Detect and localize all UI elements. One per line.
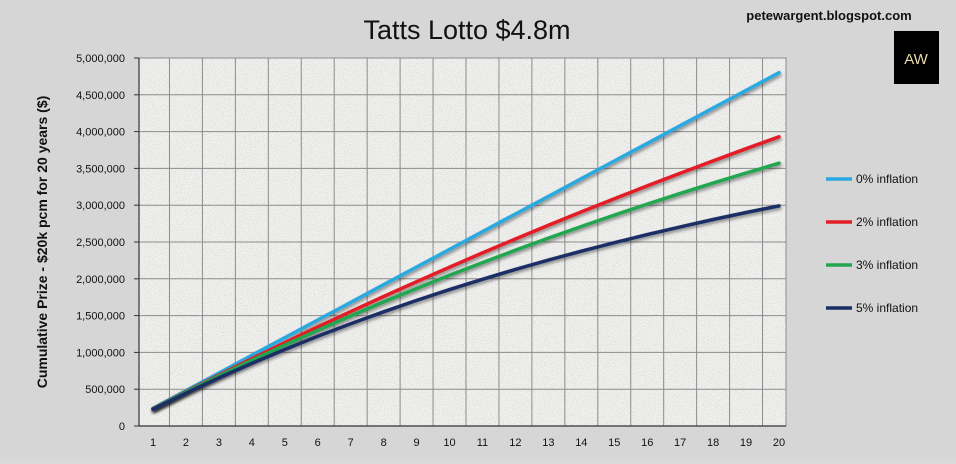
x-tick-label: 2 [183,437,189,449]
x-tick-label: 12 [509,437,521,449]
x-tick-label: 13 [542,437,554,449]
x-tick-label: 19 [740,437,752,449]
series-line [151,161,781,411]
y-tick-label: 500,000 [85,384,125,396]
x-tick-label: 3 [216,437,222,449]
x-tick-label: 1 [150,437,156,449]
y-tick-label: 3,000,000 [76,200,125,212]
x-tick-label: 5 [282,437,288,449]
x-tick-label: 17 [674,437,686,449]
x-tick-label: 4 [249,437,255,449]
logo: AW [894,31,939,84]
x-tick-label: 16 [641,437,653,449]
y-tick-label: 4,000,000 [76,127,125,139]
y-tick-label: 3,500,000 [76,163,125,175]
x-tick-label: 20 [773,437,785,449]
chart-title: Tatts Lotto $4.8m [363,15,570,45]
x-tick-label: 10 [443,437,455,449]
x-tick-labels: 1 2 3 4 5 6 7 8 9 10 11 12 13 14 15 16 17 18 19 20 [150,437,785,449]
y-tick-label: 1,000,000 [76,347,125,359]
y-tick-label: 2,000,000 [76,274,125,286]
legend-entry: 3% inflation [856,258,918,272]
y-tick-label: 1,500,000 [76,311,125,323]
y-axis-label: Cumulative Prize - $20k pcm for 20 years… [34,96,50,389]
legend-entry: 5% inflation [856,301,918,315]
x-tick-label: 11 [477,437,488,449]
blog-credit: petewargent.blogspot.com [746,8,911,23]
y-tick-label: 4,500,000 [76,90,125,102]
x-tick-label: 14 [575,437,587,449]
grid-lines [139,57,786,426]
y-tick-label: 5,000,000 [76,53,125,65]
x-tick-label: 9 [414,437,420,449]
y-tick-label: 0 [119,421,125,433]
x-tick-label: 7 [348,437,354,449]
x-tick-label: 8 [381,437,387,449]
legend: 0% inflation 2% inflation 3% inflation 5% i… [826,172,918,315]
series-line [151,204,781,411]
series-line [151,70,781,411]
x-tick-label: 6 [315,437,321,449]
series-lines [151,70,781,411]
y-tick-label: 2,500,000 [76,237,125,249]
legend-entry: 0% inflation [856,172,918,186]
x-tick-label: 15 [608,437,620,449]
legend-entry: 2% inflation [856,215,918,229]
x-tick-label: 18 [707,437,719,449]
y-tick-labels: 0 500,000 1,000,000 1,500,000 2,000,000 2,500… [76,53,139,433]
logo-text: AW [904,51,928,68]
